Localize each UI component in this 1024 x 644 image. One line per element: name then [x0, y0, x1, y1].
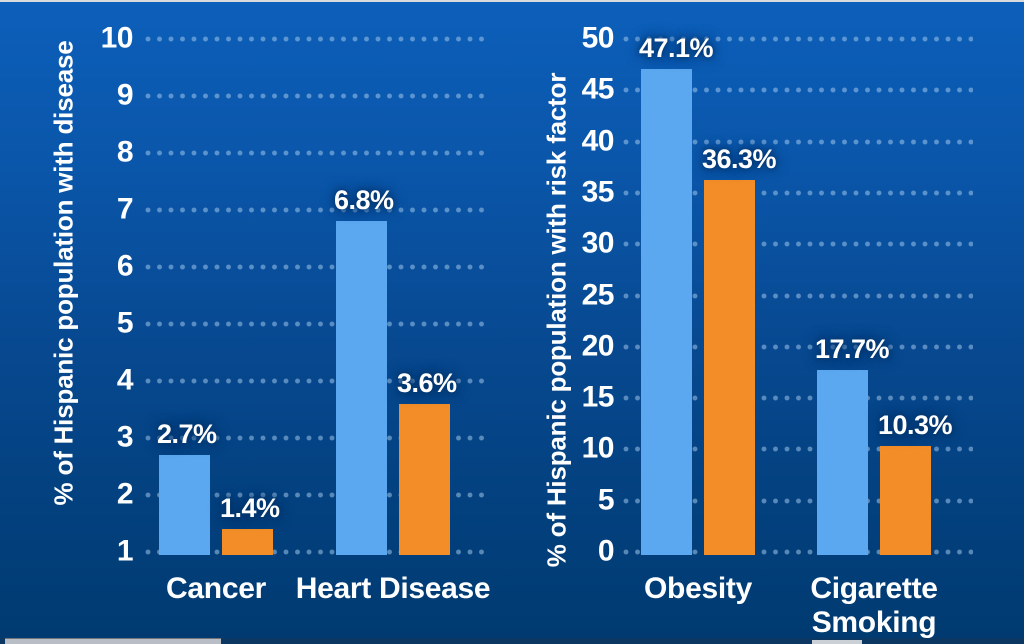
gridline	[145, 435, 488, 441]
bottom-white-patch	[812, 640, 862, 644]
value-label-cancer-blue: 2.7%	[157, 419, 217, 450]
category-label-cancer: Cancer	[166, 572, 266, 605]
y-tick-label: 35	[581, 175, 615, 209]
value-label-heart-disease-orange: 3.6%	[397, 367, 457, 398]
y-tick-label: 25	[581, 277, 615, 311]
value-label-heart-disease-blue: 6.8%	[334, 185, 394, 216]
y-tick-label: 1	[116, 534, 134, 568]
bar-heart-disease-orange	[399, 403, 450, 555]
gridline	[623, 189, 973, 196]
gridline	[623, 343, 973, 350]
y-tick-label: 7	[116, 192, 134, 226]
horizontal-scrollbar-thumb[interactable]	[5, 638, 221, 644]
y-tick-label: 45	[581, 72, 615, 106]
y-tick-label: 4	[116, 363, 134, 397]
window-top-edge	[0, 0, 1024, 2]
category-label-cigarette-smoking: Smoking	[811, 606, 937, 639]
value-label-cigarette-smoking-orange: 10.3%	[878, 410, 953, 441]
gridline	[623, 241, 973, 248]
y-tick-label: 50	[581, 21, 615, 55]
gridline	[145, 264, 488, 270]
bar-cigarette-smoking-blue	[817, 370, 868, 555]
y-tick-label: 5	[116, 306, 134, 340]
y-tick-label: 6	[116, 249, 134, 283]
gridline	[145, 207, 488, 213]
gridline	[145, 549, 488, 555]
gridline	[145, 378, 488, 384]
horizontal-scrollbar-track	[0, 638, 1024, 644]
gridline	[145, 150, 488, 156]
bar-cancer-blue	[159, 455, 210, 555]
y-tick-label: 3	[116, 420, 134, 454]
value-label-cancer-orange: 1.4%	[220, 493, 280, 524]
gridline	[623, 549, 973, 555]
y-axis-title: % of Hispanic population with disease	[48, 40, 79, 506]
gridline	[623, 138, 973, 145]
y-tick-label: 10	[581, 431, 615, 465]
y-tick-label: 8	[116, 135, 134, 169]
y-tick-label: 9	[116, 78, 134, 112]
y-tick-label: 40	[581, 123, 615, 157]
gridline	[145, 492, 488, 498]
gridline	[623, 292, 973, 299]
category-label-heart-disease: Heart Disease	[295, 572, 491, 605]
gridline	[145, 321, 488, 327]
value-label-obesity-blue: 47.1%	[639, 32, 714, 63]
gridline	[145, 93, 488, 99]
y-tick-label: 10	[100, 21, 134, 55]
gridline	[623, 36, 973, 42]
bar-heart-disease-blue	[336, 221, 387, 555]
y-tick-label: 2	[116, 477, 134, 511]
y-tick-label: 5	[597, 483, 615, 517]
category-label-cigarette-smoking: Cigarette	[810, 572, 938, 605]
y-tick-label: 0	[597, 534, 615, 568]
bar-obesity-blue	[641, 68, 692, 555]
gridline	[145, 36, 488, 42]
bar-cancer-orange	[222, 529, 273, 555]
gridline	[623, 446, 973, 453]
gridline	[623, 497, 973, 504]
value-label-obesity-orange: 36.3%	[702, 143, 777, 174]
bar-obesity-orange	[704, 179, 755, 555]
gridline	[623, 87, 973, 94]
gridline	[623, 395, 973, 402]
y-tick-label: 20	[581, 329, 615, 363]
y-tick-label: 30	[581, 226, 615, 260]
value-label-cigarette-smoking-blue: 17.7%	[815, 334, 890, 365]
bar-cigarette-smoking-orange	[880, 446, 931, 555]
category-label-obesity: Obesity	[644, 572, 752, 605]
y-tick-label: 15	[581, 380, 615, 414]
y-axis-title: % of Hispanic population with risk facto…	[541, 72, 572, 568]
